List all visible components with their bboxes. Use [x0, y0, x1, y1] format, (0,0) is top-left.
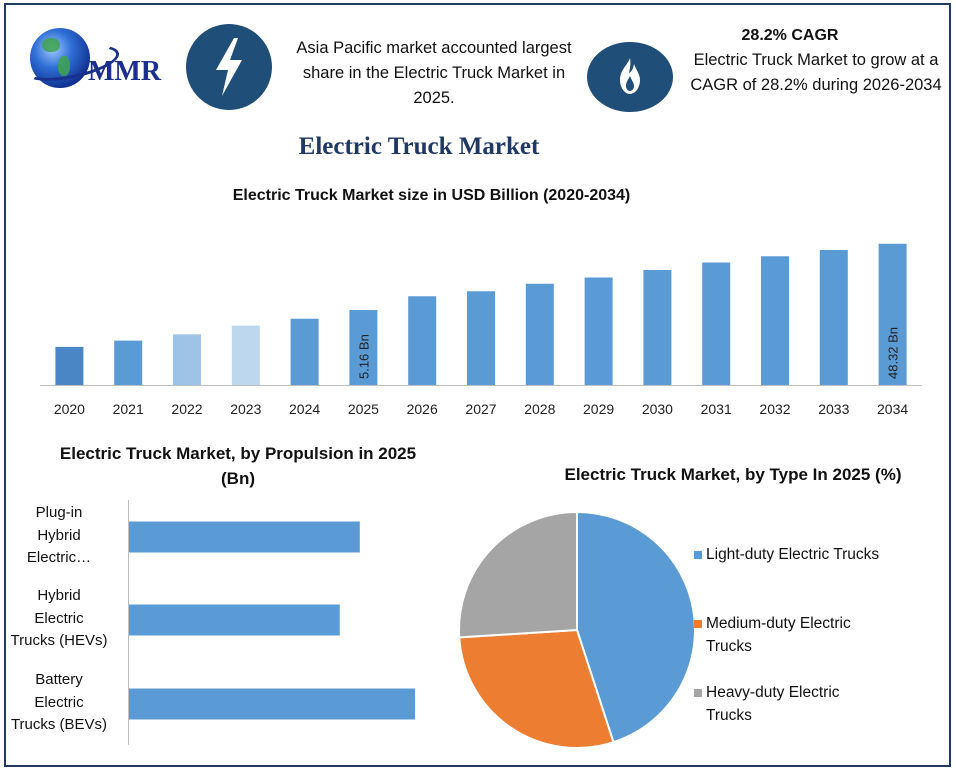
legend-label: Light-duty Electric Trucks: [706, 546, 880, 563]
legend-swatch: [694, 620, 702, 628]
bar-2029: [584, 277, 613, 385]
propulsion-label-line: Trucks (HEVs): [10, 632, 108, 650]
propulsion-label-line: Hybrid: [37, 587, 81, 605]
x-tick-label: 2026: [407, 401, 438, 417]
bar-2027: [467, 291, 495, 385]
lightning-bolt-icon: [186, 24, 272, 110]
bar-2033: [819, 250, 848, 385]
page-title: Electric Truck Market: [298, 133, 540, 160]
mmr-logo: MMR: [21, 22, 178, 102]
market-size-bar-chart: 2020 2021 2022 2023 2024 2025 5.16 Bn 2026 2027 2…: [40, 243, 922, 417]
propulsion-category-label: Plug-in Hybrid Electric…: [0, 502, 118, 570]
bar-2020: [55, 346, 84, 385]
propulsion-chart-title: Electric Truck Market, by Propulsion in …: [59, 444, 417, 488]
propulsion-bar-chart: [128, 500, 415, 745]
legend-swatch: [694, 551, 702, 559]
x-tick-label: 2021: [113, 401, 144, 417]
data-label-2034: 48.32 Bn: [886, 327, 901, 379]
bar-2026: [408, 296, 437, 385]
cagr-note: Electric Truck Market to grow at a CAGR …: [690, 51, 942, 94]
propulsion-label-line: Battery: [35, 671, 83, 689]
x-tick-label: 2031: [701, 401, 732, 417]
x-tick-label: 2020: [54, 401, 85, 417]
bar-2023: [231, 325, 260, 385]
propulsion-category-label: Hybrid Electric Trucks (HEVs): [0, 585, 118, 653]
bar-2022: [173, 334, 201, 385]
x-tick-label: 2025: [348, 401, 379, 417]
bar-2032: [761, 256, 789, 385]
propulsion-bar: [129, 688, 415, 720]
asia-pacific-note: Asia Pacific market accounted largest sh…: [296, 39, 572, 107]
legend-swatch: [694, 689, 702, 697]
bar-2025: [349, 310, 378, 385]
legend-label: Heavy-duty Electric: [706, 684, 840, 701]
bar-2030: [643, 270, 672, 385]
x-tick-label: 2033: [818, 401, 849, 417]
x-tick-label: 2029: [583, 401, 614, 417]
x-tick-label: 2024: [289, 401, 320, 417]
propulsion-bar: [129, 521, 360, 553]
cagr-title: 28.2% CAGR: [741, 27, 839, 44]
x-tick-label: 2022: [171, 401, 202, 417]
infographic-frame: [4, 3, 951, 767]
propulsion-label-line: Plug-in: [35, 504, 83, 522]
pie-slice-2: [458, 628, 615, 749]
propulsion-bar: [129, 604, 340, 636]
propulsion-label-line: Trucks (BEVs): [10, 716, 108, 734]
legend-item: Heavy-duty Electric Trucks: [694, 681, 936, 727]
legend-item: Medium-duty Electric Trucks: [694, 612, 936, 658]
x-tick-label: 2032: [759, 401, 790, 417]
propulsion-label-line: Electric: [34, 693, 84, 711]
x-tick-label: 2027: [465, 401, 496, 417]
logo-text: MMR: [88, 56, 162, 87]
legend-label: Trucks: [706, 707, 752, 724]
x-tick-label: 2023: [230, 401, 261, 417]
x-tick-label: 2030: [642, 401, 673, 417]
bar-2021: [114, 340, 143, 385]
x-tick-label: 2028: [524, 401, 555, 417]
bar-chart-title: Electric Truck Market size in USD Billio…: [232, 187, 631, 204]
propulsion-category-label: Battery Electric Trucks (BEVs): [0, 669, 118, 737]
data-label-2025: 5.16 Bn: [356, 334, 371, 379]
pie-slice-3: [458, 510, 578, 639]
legend-label: Medium-duty Electric: [706, 615, 851, 632]
bar-2024: [290, 318, 319, 385]
propulsion-label-line: Electric…: [26, 549, 92, 567]
pie-slice-1: [576, 510, 696, 744]
x-tick-label: 2034: [877, 401, 908, 417]
legend-item: Light-duty Electric Trucks: [694, 543, 936, 566]
bar-2031: [702, 262, 731, 385]
type-chart-title: Electric Truck Market, by Type In 2025 (…: [564, 465, 902, 484]
flame-icon: [587, 42, 673, 112]
propulsion-label-line: Electric: [34, 609, 84, 627]
legend-label: Trucks: [706, 638, 752, 655]
propulsion-label-line: Hybrid: [37, 526, 81, 544]
bar-2034: [878, 243, 907, 385]
bar-2028: [525, 283, 554, 385]
